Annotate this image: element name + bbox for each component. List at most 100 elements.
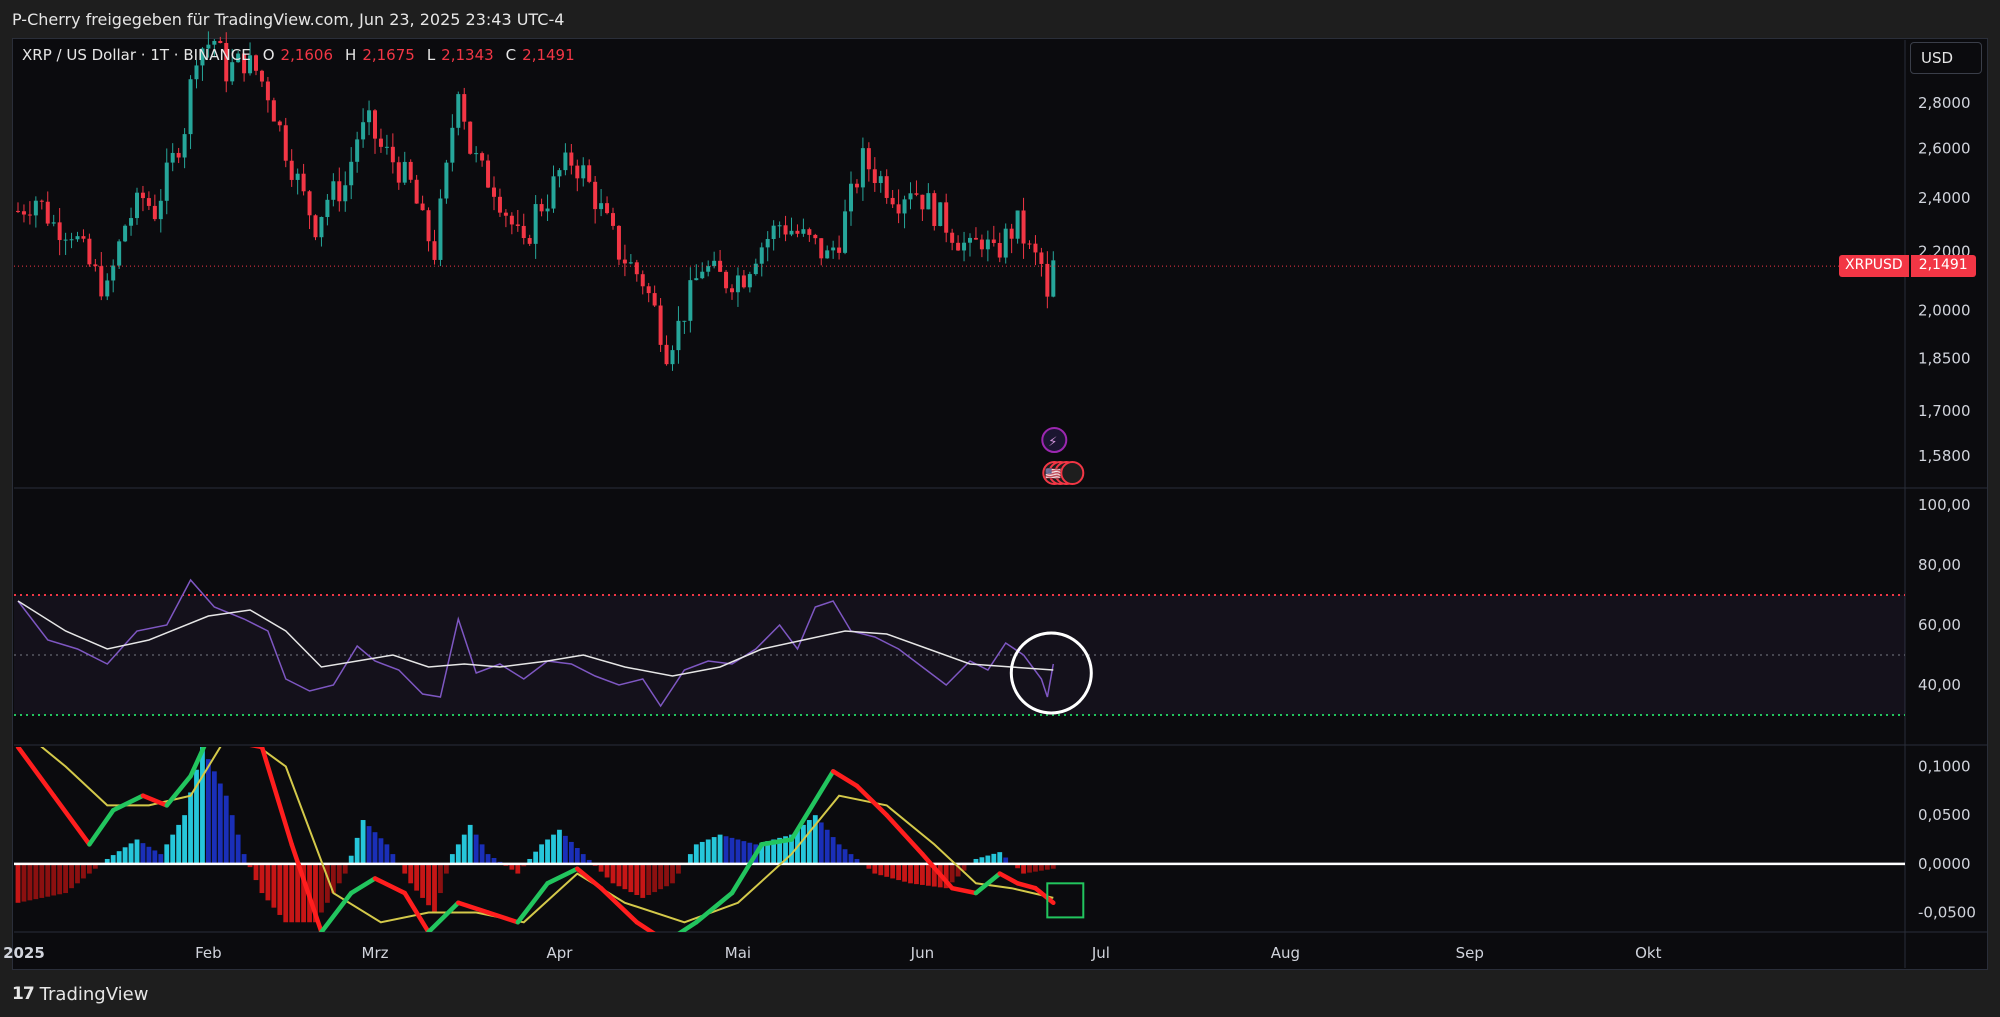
macd-line-segment (51, 793, 92, 847)
macd-histogram-bar (188, 792, 193, 864)
macd-histogram-bar (842, 849, 848, 864)
candle (521, 225, 526, 239)
time-axis-label: Jul (1091, 944, 1110, 962)
macd-histogram-bar (723, 836, 729, 864)
candle (236, 53, 241, 63)
candle (140, 192, 145, 199)
macd-histogram-bar (634, 863, 640, 895)
currency-button[interactable]: USD (1910, 42, 1982, 74)
lightning-icon[interactable] (1041, 427, 1068, 453)
macd-histogram-bar (961, 863, 967, 871)
macd-histogram-bar (277, 863, 283, 915)
macd-histogram-bar (854, 858, 860, 864)
candle (182, 134, 187, 158)
candle (962, 242, 967, 251)
macd-histogram-bar (414, 863, 420, 891)
macd-histogram-bar (164, 844, 170, 864)
candle (497, 196, 502, 213)
macd-histogram-bar (640, 863, 646, 898)
candle (51, 222, 56, 224)
candle (872, 169, 877, 184)
candle (474, 153, 479, 155)
macd-histogram-bar (824, 829, 830, 864)
macd-histogram-bar (1021, 863, 1026, 874)
candle (515, 224, 520, 226)
macd-histogram-bar (610, 863, 616, 884)
candle (991, 239, 996, 243)
candle (277, 121, 282, 126)
time-axis-label: Okt (1635, 944, 1661, 962)
macd-histogram-bar (616, 863, 622, 887)
macd-histogram-bar (372, 832, 378, 864)
candle (676, 320, 681, 351)
candle (331, 181, 336, 200)
candle (634, 262, 639, 275)
macd-histogram-bar (455, 844, 461, 864)
macd-line-segment (188, 747, 207, 779)
macd-histogram-bar (194, 769, 199, 864)
macd-histogram-bar (1003, 857, 1009, 864)
macd-histogram-bar (818, 822, 824, 864)
candle (337, 181, 342, 202)
macd-histogram-bar (759, 842, 765, 864)
candle (170, 152, 175, 163)
macd-line-segment (402, 890, 431, 932)
rsi-axis-label: 40,00 (1918, 676, 1961, 694)
candle (718, 260, 723, 272)
macd-histogram-bar (235, 834, 241, 864)
rsi-highlight-circle (1009, 631, 1093, 715)
candle (492, 187, 496, 197)
candle (997, 242, 1002, 258)
candle (414, 179, 419, 204)
macd-histogram-bar (527, 858, 533, 864)
candle (1009, 228, 1014, 239)
candle (307, 191, 312, 216)
macd-line-segment (289, 842, 324, 932)
macd-histogram-bar (509, 863, 515, 870)
macd-histogram-bar (878, 863, 884, 876)
candle (819, 238, 824, 259)
rsi-axis-label: 60,00 (1918, 616, 1961, 634)
macd-histogram-bar (461, 834, 467, 864)
macd-histogram-bar (134, 839, 140, 864)
chart-frame[interactable] (12, 38, 1988, 970)
macd-histogram-bar (259, 863, 265, 894)
macd-line-segment (575, 866, 604, 891)
macd-histogram-bar (699, 841, 705, 864)
candle (176, 152, 181, 158)
close-label: C (505, 46, 517, 64)
macd-line-segment (15, 747, 56, 798)
macd-histogram-bar (717, 834, 723, 864)
us-flag-icon[interactable] (1060, 461, 1085, 485)
candle (230, 62, 235, 82)
macd-line-segment (830, 769, 860, 789)
symbol-name[interactable]: XRP / US Dollar · 1T · BINANCE (22, 46, 251, 64)
candle (432, 241, 437, 260)
macd-histogram-bar (467, 824, 473, 864)
rsi-band (14, 595, 1905, 715)
high-label: H (345, 46, 357, 64)
macd-histogram-bar (360, 820, 366, 864)
macd-line-segment (456, 900, 491, 915)
candle (206, 44, 211, 49)
candle (646, 286, 651, 294)
macd-line-segment (485, 910, 521, 925)
macd-histogram-bar (75, 863, 80, 884)
candle (884, 176, 889, 198)
candle (670, 350, 675, 365)
candle (658, 305, 663, 345)
macd-histogram-bar (997, 852, 1003, 864)
candle (765, 239, 770, 248)
candle (563, 152, 568, 171)
last-price-value: 2,1491 (1910, 255, 1976, 278)
candle (938, 202, 943, 226)
candle (117, 241, 122, 266)
macd-histogram-bar (783, 836, 788, 864)
macd-histogram-bar (545, 839, 550, 864)
macd-histogram-bar (1033, 863, 1038, 872)
candle (753, 263, 758, 275)
macd-histogram-bar (914, 863, 919, 885)
macd-line-segment (319, 890, 354, 932)
macd-histogram-bar (1039, 863, 1044, 871)
